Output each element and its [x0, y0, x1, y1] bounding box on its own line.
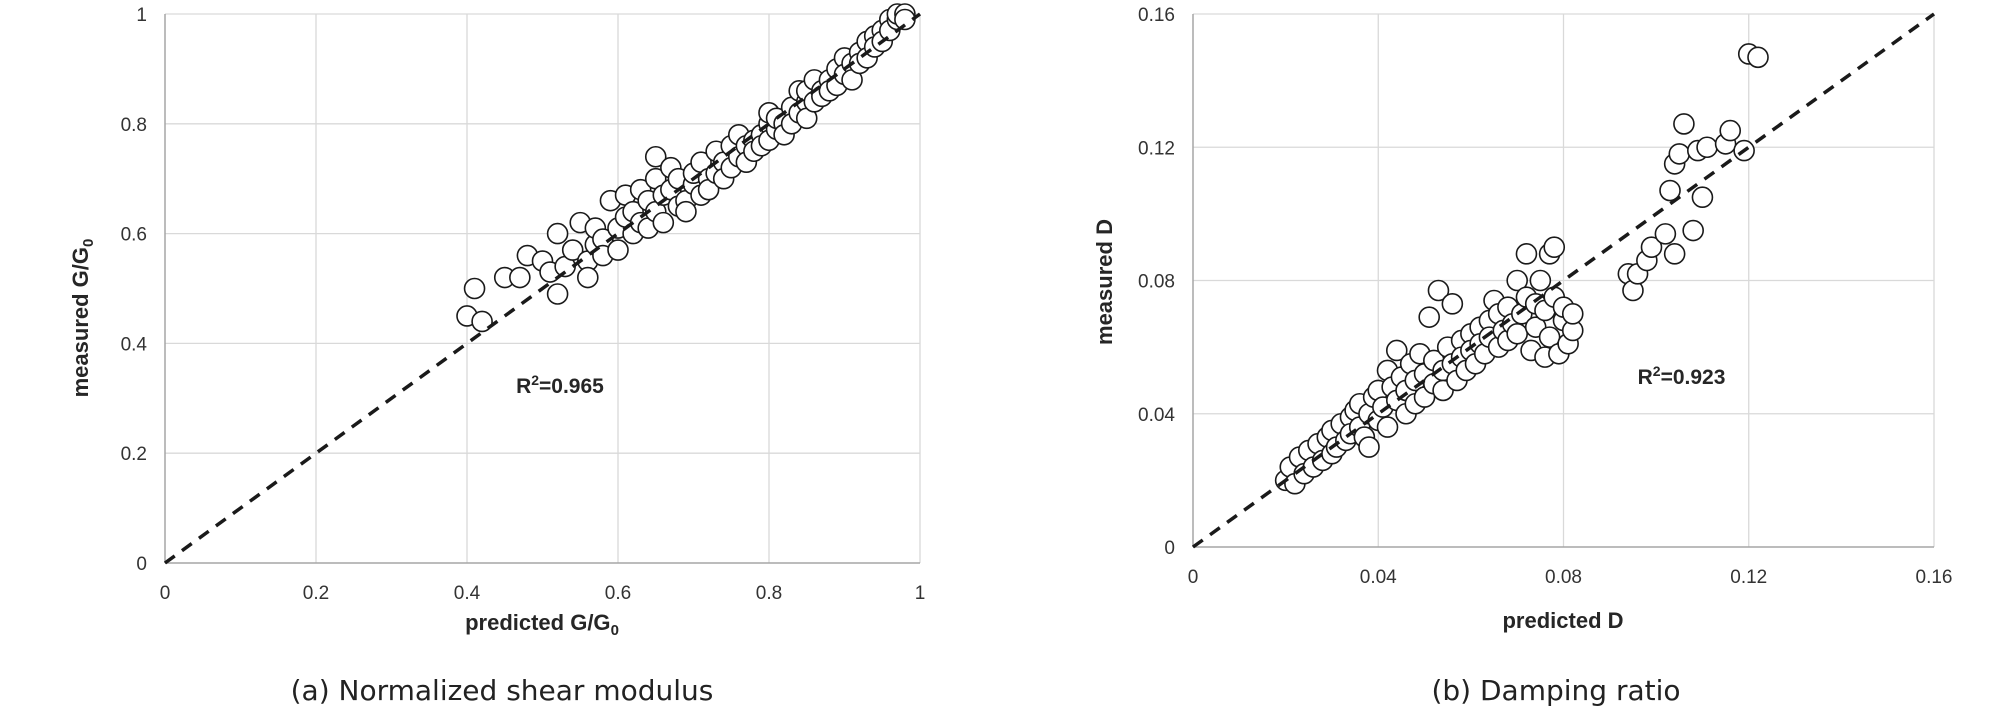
x-tick-label: 0.12 — [1730, 567, 1767, 588]
y-tick-label: 0.16 — [1138, 5, 1175, 26]
data-point — [1719, 119, 1742, 142]
data-point — [1376, 416, 1399, 438]
x-tick-label: 0.2 — [303, 583, 329, 604]
data-point — [1659, 179, 1681, 202]
y-tick-label: 0.8 — [121, 115, 147, 136]
data-point — [509, 266, 531, 289]
y-tick-label: 0.08 — [1138, 272, 1175, 293]
data-point — [1673, 113, 1695, 135]
y-axis-label: measured D — [1092, 219, 1117, 345]
r-squared-annotation: R2=0.965 — [516, 372, 604, 398]
x-tick-label: 0.4 — [454, 583, 481, 604]
x-tick-label: 0.6 — [605, 583, 631, 604]
data-point — [675, 200, 697, 223]
data-point — [1640, 236, 1663, 258]
x-axis-label: predicted G/G0 — [465, 610, 619, 639]
y-axis-label: measured G/G0 — [68, 239, 97, 398]
data-point — [1418, 306, 1440, 328]
data-point — [1427, 279, 1450, 302]
data-point — [1696, 136, 1718, 159]
data-point — [1663, 243, 1686, 265]
x-tick-label: 0.16 — [1916, 567, 1953, 588]
data-point — [1654, 223, 1677, 245]
data-point — [546, 222, 569, 245]
data-point — [1691, 186, 1714, 209]
panel-caption: (b) Damping ratio — [1431, 674, 1680, 707]
data-point — [576, 266, 599, 289]
y-tick-label: 0.2 — [121, 444, 147, 465]
x-tick-label: 1 — [915, 583, 926, 604]
data-point — [652, 211, 675, 234]
x-tick-label: 0.04 — [1360, 567, 1397, 588]
data-point — [1529, 269, 1552, 292]
data-point — [1506, 322, 1528, 345]
x-tick-label: 0.8 — [756, 583, 782, 604]
y-tick-label: 0 — [1164, 538, 1175, 559]
x-axis-label: predicted D — [1502, 608, 1623, 633]
data-point — [1385, 339, 1408, 362]
x-tick-label: 0 — [160, 583, 171, 604]
x-tick-label: 0.08 — [1545, 567, 1582, 588]
data-point — [1538, 326, 1561, 348]
y-tick-label: 1 — [136, 5, 147, 26]
data-point — [1441, 293, 1464, 315]
data-point — [607, 239, 629, 261]
y-tick-label: 0.6 — [121, 225, 147, 246]
panel-caption: (a) Normalized shear modulus — [291, 674, 714, 707]
data-point — [1747, 46, 1769, 69]
data-point — [1543, 236, 1566, 258]
y-tick-label: 0.12 — [1138, 138, 1175, 159]
x-tick-label: 0 — [1188, 567, 1199, 588]
data-point — [561, 239, 584, 261]
data-point — [644, 145, 667, 168]
data-point — [1682, 219, 1704, 242]
data-point — [1515, 243, 1538, 265]
data-point — [463, 277, 486, 300]
one-to-one-line — [163, 12, 922, 565]
data-point — [1358, 436, 1380, 458]
y-tick-label: 0 — [136, 554, 147, 575]
data-point — [546, 283, 569, 305]
r-squared-annotation: R2=0.923 — [1638, 363, 1726, 389]
one-to-one-line — [1191, 12, 1936, 549]
data-point — [1561, 303, 1584, 325]
y-tick-label: 0.4 — [121, 334, 148, 355]
panel-a-normalized-shear-modulus: 0 0.2 0.4 0.6 0.8 1 0 0.2 0.4 0.6 0.8 1 R2=0.965 pred… — [68, 3, 926, 707]
data-point — [1506, 269, 1528, 292]
data-point — [1668, 143, 1691, 165]
data-point — [471, 310, 493, 333]
panel-b-damping-ratio: 0 0.04 0.08 0.12 0.16 0 0.04 0.08 0.12 0.16 R2=0.9… — [1092, 5, 1952, 707]
y-tick-label: 0.04 — [1138, 405, 1175, 426]
